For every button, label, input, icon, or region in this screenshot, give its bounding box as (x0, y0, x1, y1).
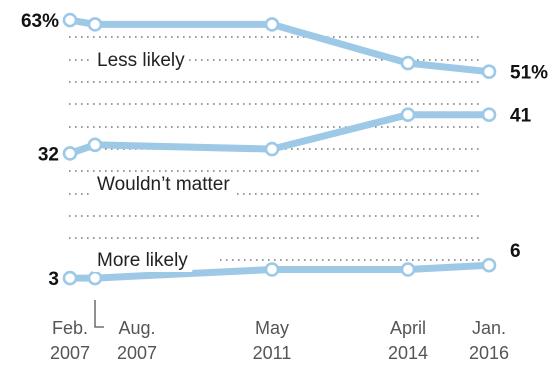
wouldn-t-matter-point-2 (264, 141, 280, 157)
wouldn-t-matter-series-name-bg (93, 173, 235, 196)
less-likely-point-2 (264, 17, 280, 32)
x-tick-label-line2: 2016 (469, 343, 509, 363)
less-likely-point-3 (400, 55, 416, 71)
more-likely-end-label: 6 (510, 241, 521, 262)
x-tick-label-line1: May (255, 318, 289, 338)
x-tick-label-line2: 2007 (50, 343, 90, 363)
wouldn-t-matter-series-name: Wouldn’t matter (97, 174, 230, 195)
aug-2007-tick-bracket (94, 300, 104, 328)
x-tick-label-text: May 2011 (253, 318, 292, 363)
x-tick-label-0: Feb. 2007 (50, 318, 90, 363)
less-likely-start-label: 63% (21, 11, 59, 32)
x-axis: Feb. 2007 Aug. 2007 May 2011 April 2014 Jan. 2016 (50, 300, 509, 363)
more-likely-start-label: 3 (48, 269, 59, 290)
x-tick-label-4: Jan. 2016 (469, 318, 509, 363)
wouldn-t-matter-series-line (66, 111, 493, 157)
x-tick-label-text: Aug. 2007 (117, 318, 157, 363)
less-likely-point-0 (62, 12, 78, 28)
x-tick-label-line2: 2007 (117, 343, 157, 363)
more-likely-point-3 (400, 262, 416, 277)
x-tick-label-2: May 2011 (253, 318, 292, 363)
more-likely-series-name: More likely (97, 250, 188, 271)
less-likely-series-name-bg (93, 49, 190, 72)
more-likely-point-2 (264, 262, 280, 277)
x-tick-label-line2: 2011 (253, 343, 292, 363)
more-likely-point-0 (62, 270, 78, 286)
less-likely-point-4 (481, 64, 497, 79)
x-tick-label-line2: 2014 (388, 343, 428, 363)
wouldn-t-matter-start-label: 32 (38, 144, 59, 165)
less-likely-series-name: Less likely (97, 50, 185, 71)
x-tick-label-line1: Aug. (118, 318, 155, 338)
x-tick-label-line1: April (390, 318, 426, 338)
label-layer: Less likely 63% 51% Wouldn’t matter 32 41 More… (21, 11, 548, 290)
x-tick-label-line1: Feb. (52, 318, 88, 338)
more-likely-point-4 (481, 257, 497, 273)
wouldn-t-matter-end-label: 41 (510, 106, 532, 127)
x-tick-label-text: Jan. 2016 (469, 318, 509, 363)
series-layer (62, 12, 497, 286)
more-likely-point-1 (87, 270, 103, 286)
x-tick-label-line1: Jan. (472, 318, 506, 338)
x-tick-label-3: April 2014 (388, 318, 428, 363)
wouldn-t-matter-point-0 (62, 146, 78, 161)
x-tick-label-text: Feb. 2007 (50, 318, 90, 363)
wouldn-t-matter-point-3 (400, 107, 416, 122)
less-likely-end-label: 51% (510, 63, 548, 84)
wouldn-t-matter-point-1 (87, 137, 103, 153)
less-likely-point-1 (87, 17, 103, 32)
x-tick-label-1: Aug. 2007 (117, 318, 157, 363)
wouldn-t-matter-point-4 (481, 107, 497, 122)
x-tick-label-text: April 2014 (388, 318, 428, 363)
more-likely-series-name-bg (93, 249, 193, 272)
